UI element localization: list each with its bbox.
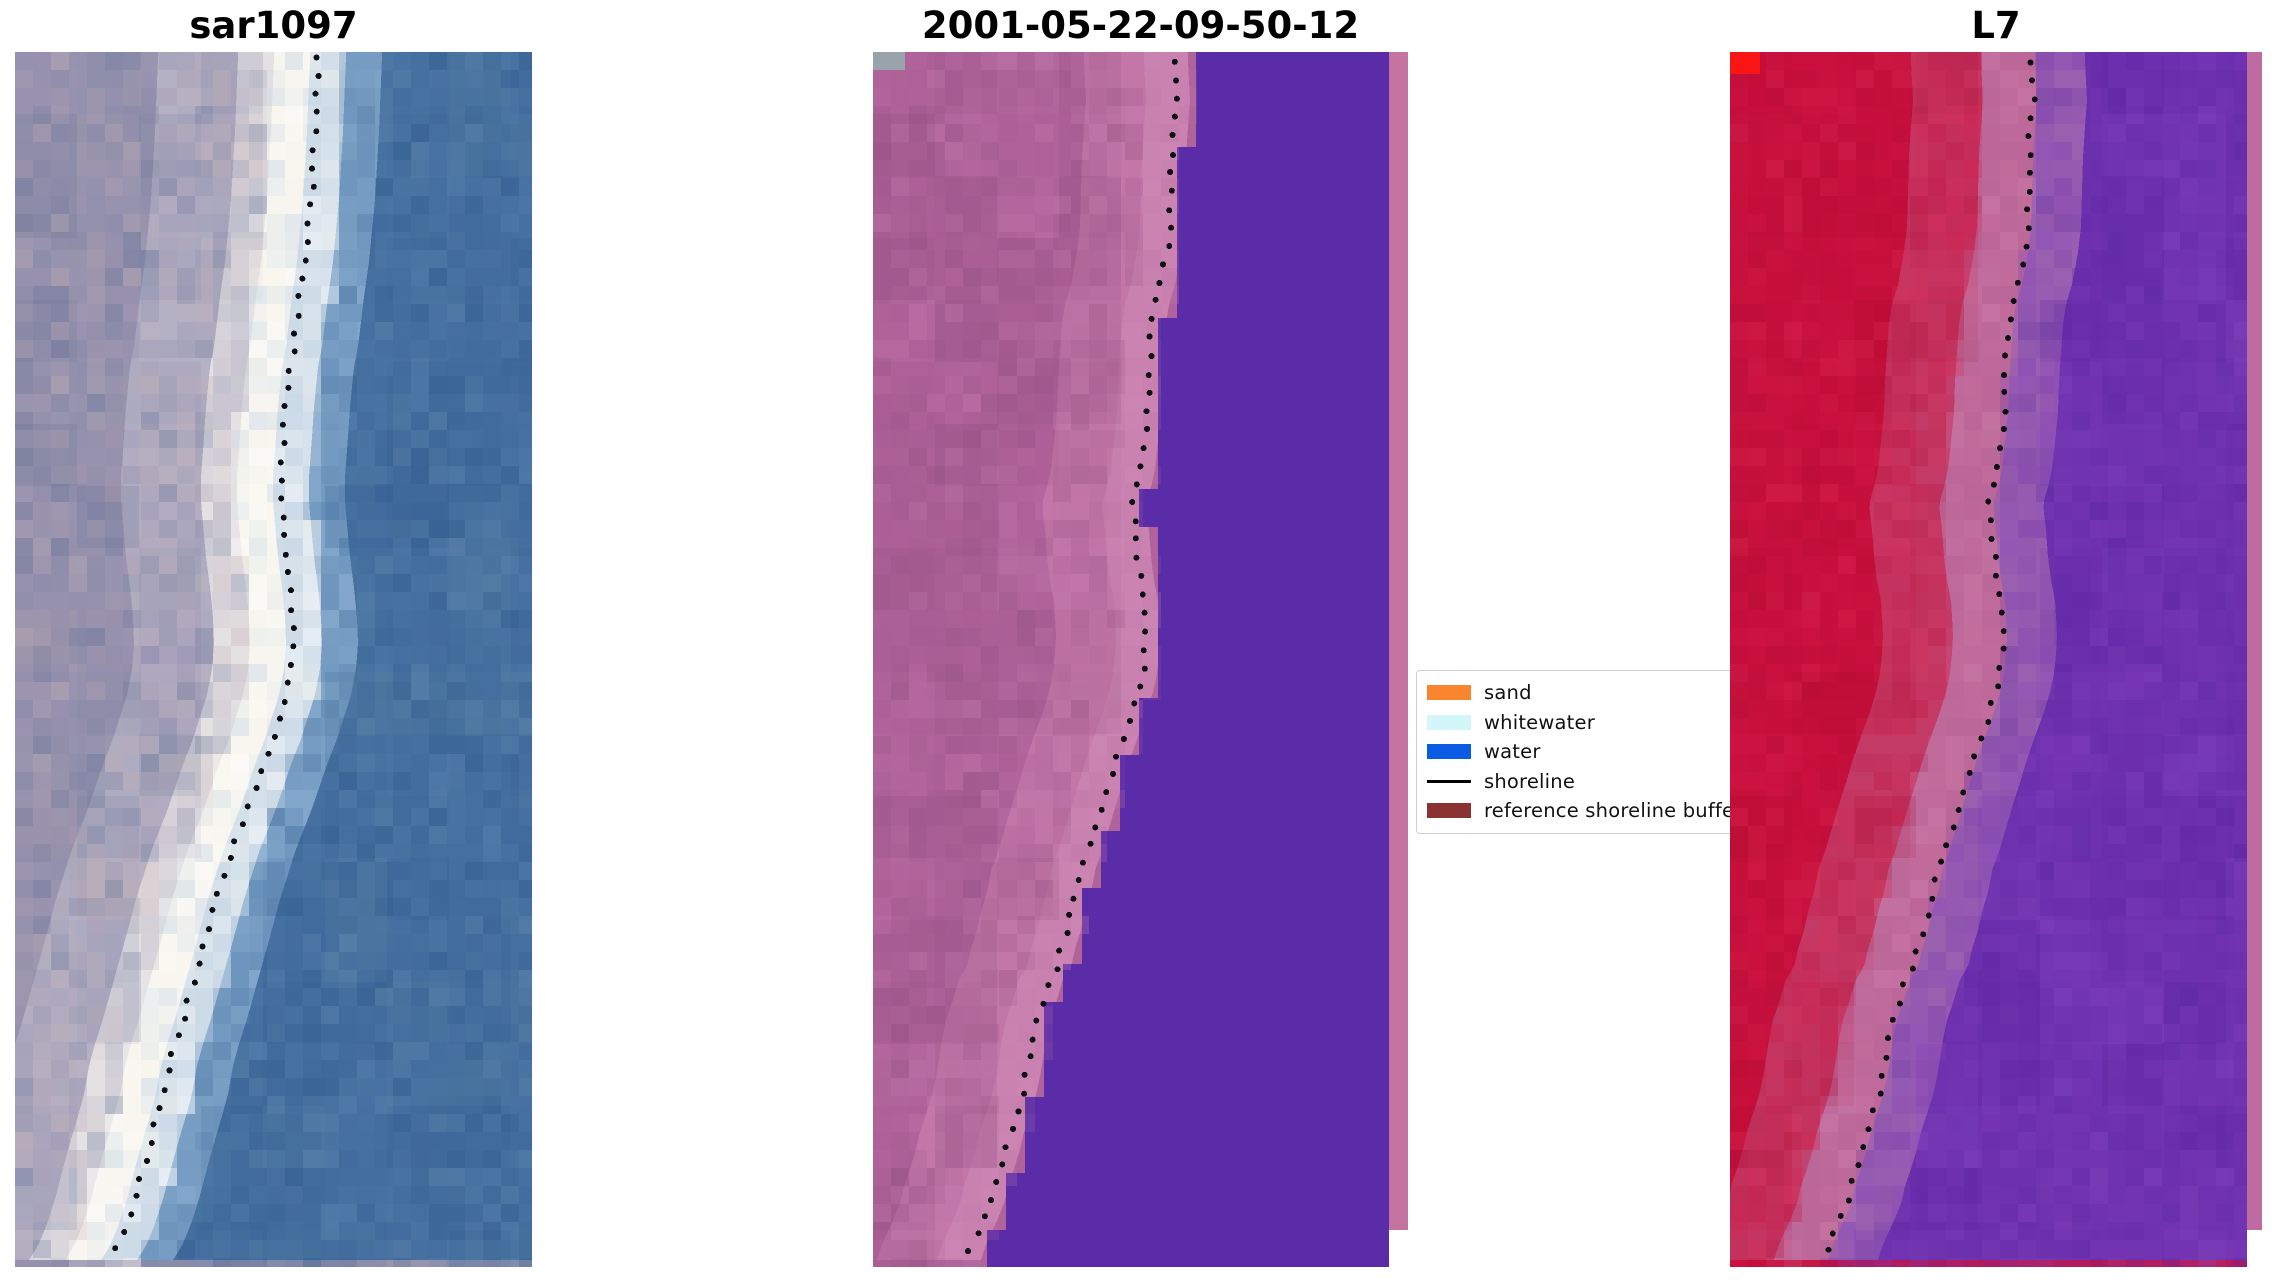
legend-item-label: sand [1484,681,1532,705]
legend-item-label: reference shoreline buffer [1484,799,1743,823]
legend-item-reference-buffer: reference shoreline buffer [1427,796,1757,826]
whitewater-swatch [1427,714,1471,730]
legend-item-label: water [1484,740,1541,764]
sar-image [15,52,532,1267]
reference-shoreline-buffer-swatch [1427,803,1471,819]
legend-item-label: shoreline [1484,769,1576,793]
l7-image [1730,52,2247,1267]
panel-title-sar: sar1097 [189,4,358,47]
sar-image-panel [15,52,532,1267]
classified-image [873,52,1389,1267]
sand-swatch [1427,685,1471,701]
legend-item-whitewater: whitewater [1427,708,1757,738]
l7-image-panel [1730,52,2247,1267]
classified-edge-strip [1389,52,1408,1230]
panel-title-l7: L7 [1971,4,2021,47]
legend-box: sand whitewater water shoreline referenc… [1416,670,1768,834]
l7-edge-strip [2247,52,2262,1230]
legend-item-water: water [1427,737,1757,767]
legend-item-sand: sand [1427,678,1757,708]
water-swatch [1427,744,1471,760]
legend-item-shoreline: shoreline [1427,767,1757,797]
shoreline-line-swatch [1427,779,1471,783]
panel-title-date: 2001-05-22-09-50-12 [921,4,1360,47]
legend-item-label: whitewater [1484,710,1595,734]
classified-image-panel [873,52,1389,1267]
